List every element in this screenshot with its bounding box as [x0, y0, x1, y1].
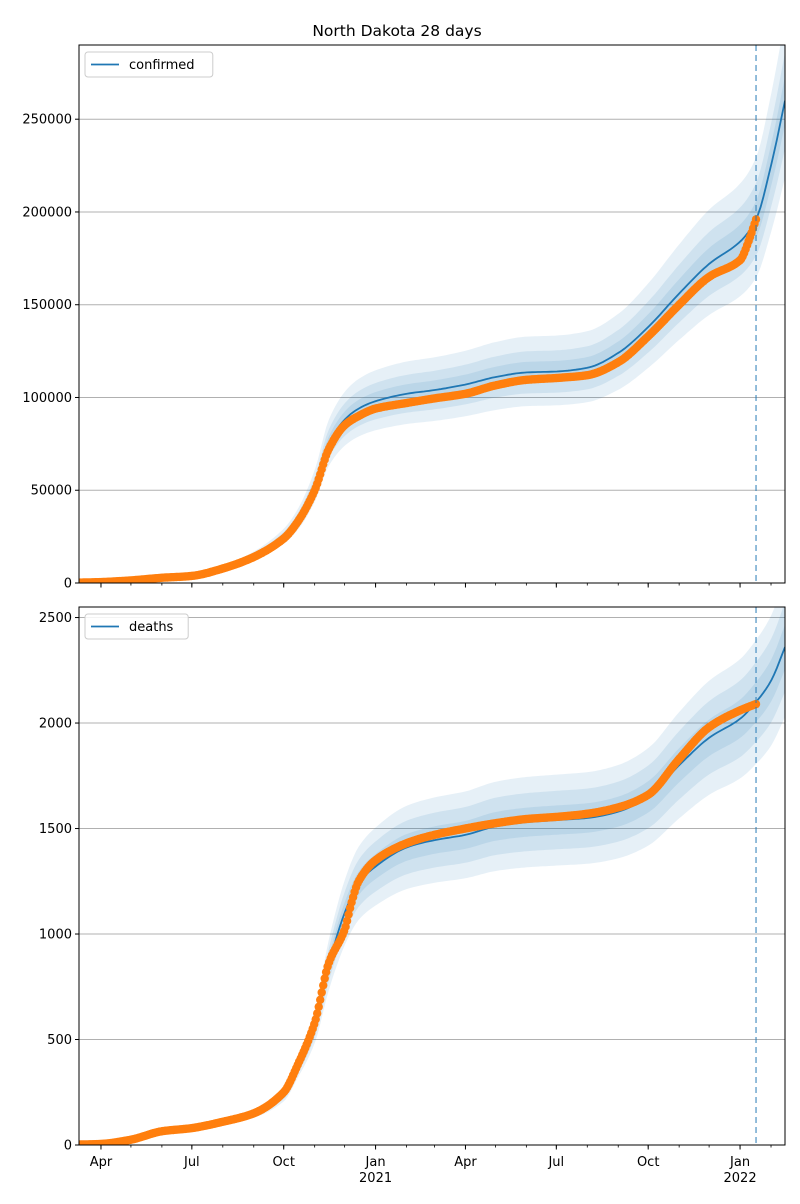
uncertainty-band: [79, 76, 785, 583]
y-tick-label: 150000: [22, 298, 72, 313]
x-tick-year-label: 2022: [724, 1171, 757, 1186]
x-tick-label: Apr: [454, 1155, 477, 1170]
y-tick-label: 250000: [22, 113, 72, 128]
x-tick-label: Oct: [637, 1155, 659, 1170]
x-tick-label: Jan: [365, 1155, 386, 1170]
observed-point: [342, 916, 352, 926]
uncertainty-band: [79, 52, 785, 583]
axes-frame: [78, 606, 786, 1146]
observed-point: [319, 981, 328, 990]
confirmed-panel: 0 50000 100000 150000 200000 250000 confirmed: [22, 44, 786, 592]
y-tick-label: 1000: [39, 928, 72, 943]
x-tick-label: Oct: [272, 1155, 294, 1170]
legend: deaths: [84, 613, 189, 640]
observed-point: [316, 995, 325, 1004]
y-tick-label: 0: [64, 1139, 72, 1154]
x-tick-label: Apr: [90, 1155, 113, 1170]
x-tick-label: Jan: [729, 1155, 750, 1170]
plot-area: [79, 607, 785, 1145]
legend: confirmed: [84, 51, 214, 78]
y-tick-label: 200000: [22, 205, 72, 220]
legend-box: [84, 613, 189, 640]
y-tick-label: 500: [47, 1033, 72, 1048]
uncertainty-band: [79, 607, 785, 1145]
observed-point: [344, 910, 353, 919]
observed-point: [313, 1009, 322, 1018]
legend-box: [84, 51, 214, 78]
y-tick-label: 2500: [39, 611, 72, 626]
y-tick-label: 0: [64, 577, 72, 592]
x-tick-label: Jul: [547, 1155, 564, 1170]
observed-point: [320, 974, 329, 983]
chart-title: North Dakota 28 days: [312, 22, 481, 40]
plot-area: [79, 45, 785, 583]
legend-label: deaths: [129, 620, 174, 635]
y-tick-label: 1500: [39, 822, 72, 837]
x-tick-year-label: 2021: [359, 1171, 392, 1186]
observed-point: [317, 988, 326, 997]
legend-label: confirmed: [129, 58, 195, 73]
observed-point: [314, 1002, 323, 1011]
y-tick-label: 2000: [39, 717, 72, 732]
y-tick-label: 50000: [31, 484, 72, 499]
x-tick-label: Jul: [183, 1155, 200, 1170]
observed-point: [751, 699, 761, 709]
axes-frame: [78, 44, 786, 584]
uncertainty-band: [79, 45, 785, 583]
uncertainty-band: [79, 624, 785, 1145]
model-line: [79, 100, 785, 583]
y-tick-label: 100000: [22, 391, 72, 406]
